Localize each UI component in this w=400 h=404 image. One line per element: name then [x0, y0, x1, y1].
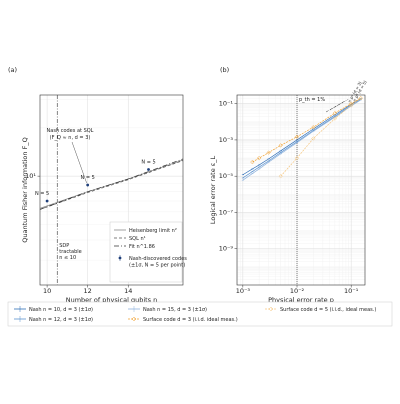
data-point: [332, 110, 338, 116]
data-point: [45, 199, 49, 203]
reference-line: [329, 98, 350, 111]
legend-box: [109, 221, 183, 283]
data-point: [311, 125, 316, 130]
x-tick-label: 14: [124, 287, 132, 295]
data-point: [147, 168, 150, 171]
sdp-label: SDP: [59, 243, 69, 249]
legend-label: Nash n = 10, d = 3 (±1σ): [29, 307, 93, 313]
legend-box: [7, 301, 393, 327]
series-line: [252, 97, 361, 163]
y-tick-label: 10⁻¹: [219, 100, 234, 108]
sdp-label: n ≤ 10: [59, 255, 76, 261]
legend-label: Surface code d = 5 (i.i.d., ideal meas.): [280, 307, 376, 313]
sdp-label: tractable: [59, 249, 82, 255]
annotation-arrow: [71, 141, 87, 184]
data-point: [256, 155, 262, 161]
data-point: [358, 96, 363, 101]
data-point: [349, 103, 354, 108]
axes-frame: [236, 94, 366, 286]
point-label: N = 5: [141, 159, 155, 165]
y-tick-label: 10⁻⁵: [219, 172, 234, 180]
annotation: (F_Q ≈ n, d = 3): [50, 135, 91, 141]
series-line: [242, 99, 361, 181]
data-point: [294, 155, 300, 161]
point-label: N = 5: [81, 175, 95, 181]
y-axis-label: Quantum Fisher information F_Q: [21, 137, 29, 242]
x-tick-label: 12: [84, 287, 92, 295]
legend-label: Surface code d = 3 (i.i.d. ideal meas.): [143, 317, 238, 323]
axes-frame: [39, 94, 184, 286]
y-tick-label: 10⁻³: [219, 136, 234, 144]
series-line: [39, 158, 184, 210]
panel-label: (a): [8, 66, 17, 74]
legend-label: Nash n = 15, d = 3 (±1σ): [143, 307, 207, 313]
series-line: [39, 160, 184, 210]
data-point: [250, 159, 255, 165]
data-point: [294, 134, 300, 139]
x-axis-label: Physical error rate p: [268, 296, 334, 304]
y-tick-label: 10¹: [25, 172, 36, 180]
point-label: N = 5: [35, 191, 49, 197]
legend-label: Nash n = 12, d = 3 (±1σ): [29, 317, 93, 323]
data-point: [266, 150, 271, 155]
y-tick-label: 10⁻⁹: [219, 245, 234, 253]
data-point: [86, 183, 90, 187]
series-line: [280, 97, 361, 177]
legend-label: Fit n^1.86: [129, 244, 155, 250]
data-point: [332, 116, 338, 121]
legend-label: (±1σ, N = 5 per point): [129, 263, 185, 269]
legend-swatch: [268, 306, 274, 312]
legend-label: SQL n¹: [129, 236, 146, 242]
x-tick-label: 10⁻³: [236, 287, 251, 295]
series-line: [242, 99, 361, 179]
legend-label: Nash-discovered codes: [129, 256, 187, 262]
threshold-label: p_th = 1%: [299, 97, 325, 103]
y-axis-label: Logical error rate ε_L: [209, 155, 217, 224]
legend-swatch: [131, 316, 137, 322]
panel-label: (b): [220, 66, 229, 74]
series-line: [242, 98, 361, 176]
reference-line: [325, 100, 346, 113]
y-tick-label: 10⁻⁷: [219, 208, 234, 216]
data-point: [278, 143, 283, 148]
x-axis-label: Number of physical qubits n: [66, 296, 158, 304]
x-tick-label: 10: [43, 287, 51, 295]
annotation: Nash codes at SQL: [47, 128, 94, 134]
legend-label: Heisenberg limit n²: [129, 228, 177, 234]
data-point: [278, 174, 283, 179]
x-tick-label: 10⁻¹: [344, 287, 359, 295]
data-point: [311, 136, 316, 141]
x-tick-label: 10⁻²: [290, 287, 305, 295]
